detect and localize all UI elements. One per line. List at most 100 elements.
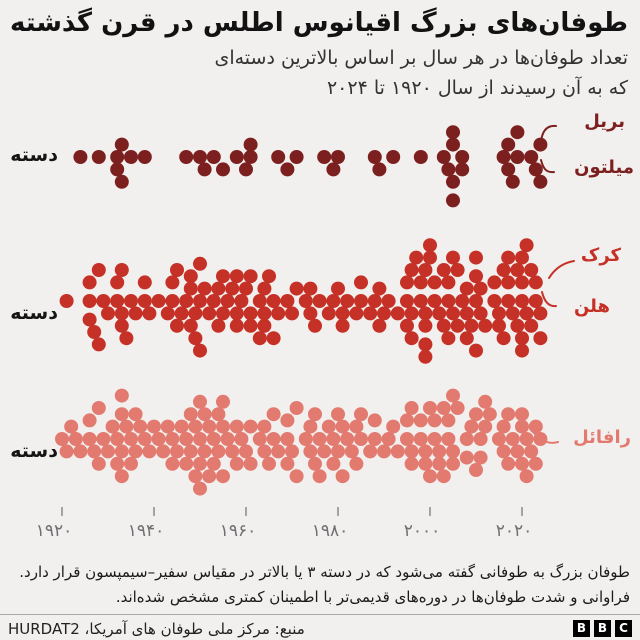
storm-dot <box>446 137 460 152</box>
storm-dot <box>533 137 548 152</box>
storm-dot <box>436 318 451 333</box>
storm-dot <box>381 432 396 446</box>
storm-dot <box>367 413 382 428</box>
storm-dot <box>340 432 355 446</box>
storm-dot <box>298 432 313 446</box>
storm-dot <box>427 275 442 290</box>
storm-dot <box>312 294 327 308</box>
storm-dot <box>510 125 525 140</box>
storm-dot <box>381 294 396 308</box>
storm-dot <box>303 281 318 296</box>
storm-dot <box>441 294 456 308</box>
storm-dot <box>188 331 203 346</box>
rafael-callout-line <box>532 431 559 444</box>
storm-dot <box>533 331 548 346</box>
storm-dot <box>349 456 364 471</box>
storm-dot <box>446 388 460 403</box>
storm-dot <box>321 419 336 434</box>
storm-dot <box>404 263 419 277</box>
storm-dot <box>469 463 483 477</box>
storm-dot <box>496 419 511 434</box>
storm-dot <box>193 150 207 164</box>
page-title: طوفان‌های بزرگ اقیانوس اطلس در قرن گذشته <box>9 8 628 38</box>
storm-dot <box>206 294 221 308</box>
storm-dot <box>390 444 405 459</box>
storm-dot <box>197 162 212 177</box>
storm-dot <box>326 456 341 471</box>
storm-dot <box>188 469 203 484</box>
storm-dot <box>423 401 437 415</box>
storm-dot <box>183 281 198 296</box>
storm-dot <box>473 281 488 296</box>
storm-dot <box>193 256 207 271</box>
storm-dot <box>372 162 387 177</box>
storm-dot <box>515 343 529 358</box>
storm-dot <box>151 294 166 308</box>
x-axis-label: ۱۹۲۰ <box>35 521 73 541</box>
storm-dot <box>82 413 97 428</box>
storm-dot <box>229 456 244 471</box>
storm-dot <box>114 469 129 484</box>
storm-dot <box>87 325 102 339</box>
storm-dot <box>197 281 212 296</box>
storm-dot <box>142 306 157 321</box>
storm-dot <box>229 306 244 321</box>
storm-dot <box>193 294 207 308</box>
storm-dot <box>432 444 447 459</box>
storm-dot <box>202 306 217 321</box>
helene-callout-line <box>541 291 557 308</box>
storm-dot <box>413 150 428 164</box>
storm-dot <box>110 456 125 471</box>
storm-dot <box>446 125 460 140</box>
storm-dot <box>469 343 483 358</box>
storm-dot <box>446 444 460 459</box>
storm-dot <box>91 456 106 471</box>
storm-dot <box>110 150 125 164</box>
storm-dot <box>216 419 230 434</box>
storm-dot <box>354 294 368 308</box>
storm-dot <box>418 306 433 321</box>
storm-dot <box>110 275 125 290</box>
storm-dot <box>96 294 111 308</box>
storm-dot <box>331 281 345 296</box>
storm-dot <box>524 318 539 333</box>
storm-dot <box>335 318 350 333</box>
storm-dot <box>533 174 548 189</box>
storm-dot <box>317 444 332 459</box>
storm-dot <box>289 469 304 484</box>
bbc-logo: B B C <box>573 620 632 637</box>
storm-dot <box>197 407 212 422</box>
storm-dot <box>367 432 382 446</box>
storm-dot <box>404 444 419 459</box>
storm-dot <box>239 281 253 296</box>
storm-dot <box>243 269 258 284</box>
storm-dot <box>492 318 506 333</box>
storm-dot <box>216 162 230 177</box>
bbc-logo-letter: C <box>615 620 632 637</box>
storm-dot <box>312 432 327 446</box>
storm-dot <box>436 263 451 277</box>
storm-dot <box>68 432 83 446</box>
storm-dot <box>423 469 437 484</box>
chart-subtitle-line2: که به آن رسیدند از سال ۱۹۲۰ تا ۲۰۲۴ <box>326 77 628 99</box>
storm-dot <box>289 150 304 164</box>
storm-dot <box>239 444 253 459</box>
storm-dot <box>400 432 414 446</box>
storm-dot <box>464 419 479 434</box>
x-axis-label: ۱۹۶۰ <box>219 521 257 541</box>
storm-dot <box>82 432 97 446</box>
storm-dot <box>280 294 295 308</box>
storm-dot <box>478 394 493 409</box>
storm-dot <box>225 444 240 459</box>
storm-dot <box>156 444 171 459</box>
storm-dot <box>372 318 387 333</box>
storm-dot <box>110 162 125 177</box>
storm-dot <box>243 137 258 152</box>
storm-dot <box>386 150 401 164</box>
storm-dot <box>349 306 364 321</box>
storm-dot <box>515 250 529 265</box>
storm-dot <box>110 432 125 446</box>
storm-dot <box>160 306 175 321</box>
storm-dot <box>469 250 483 265</box>
